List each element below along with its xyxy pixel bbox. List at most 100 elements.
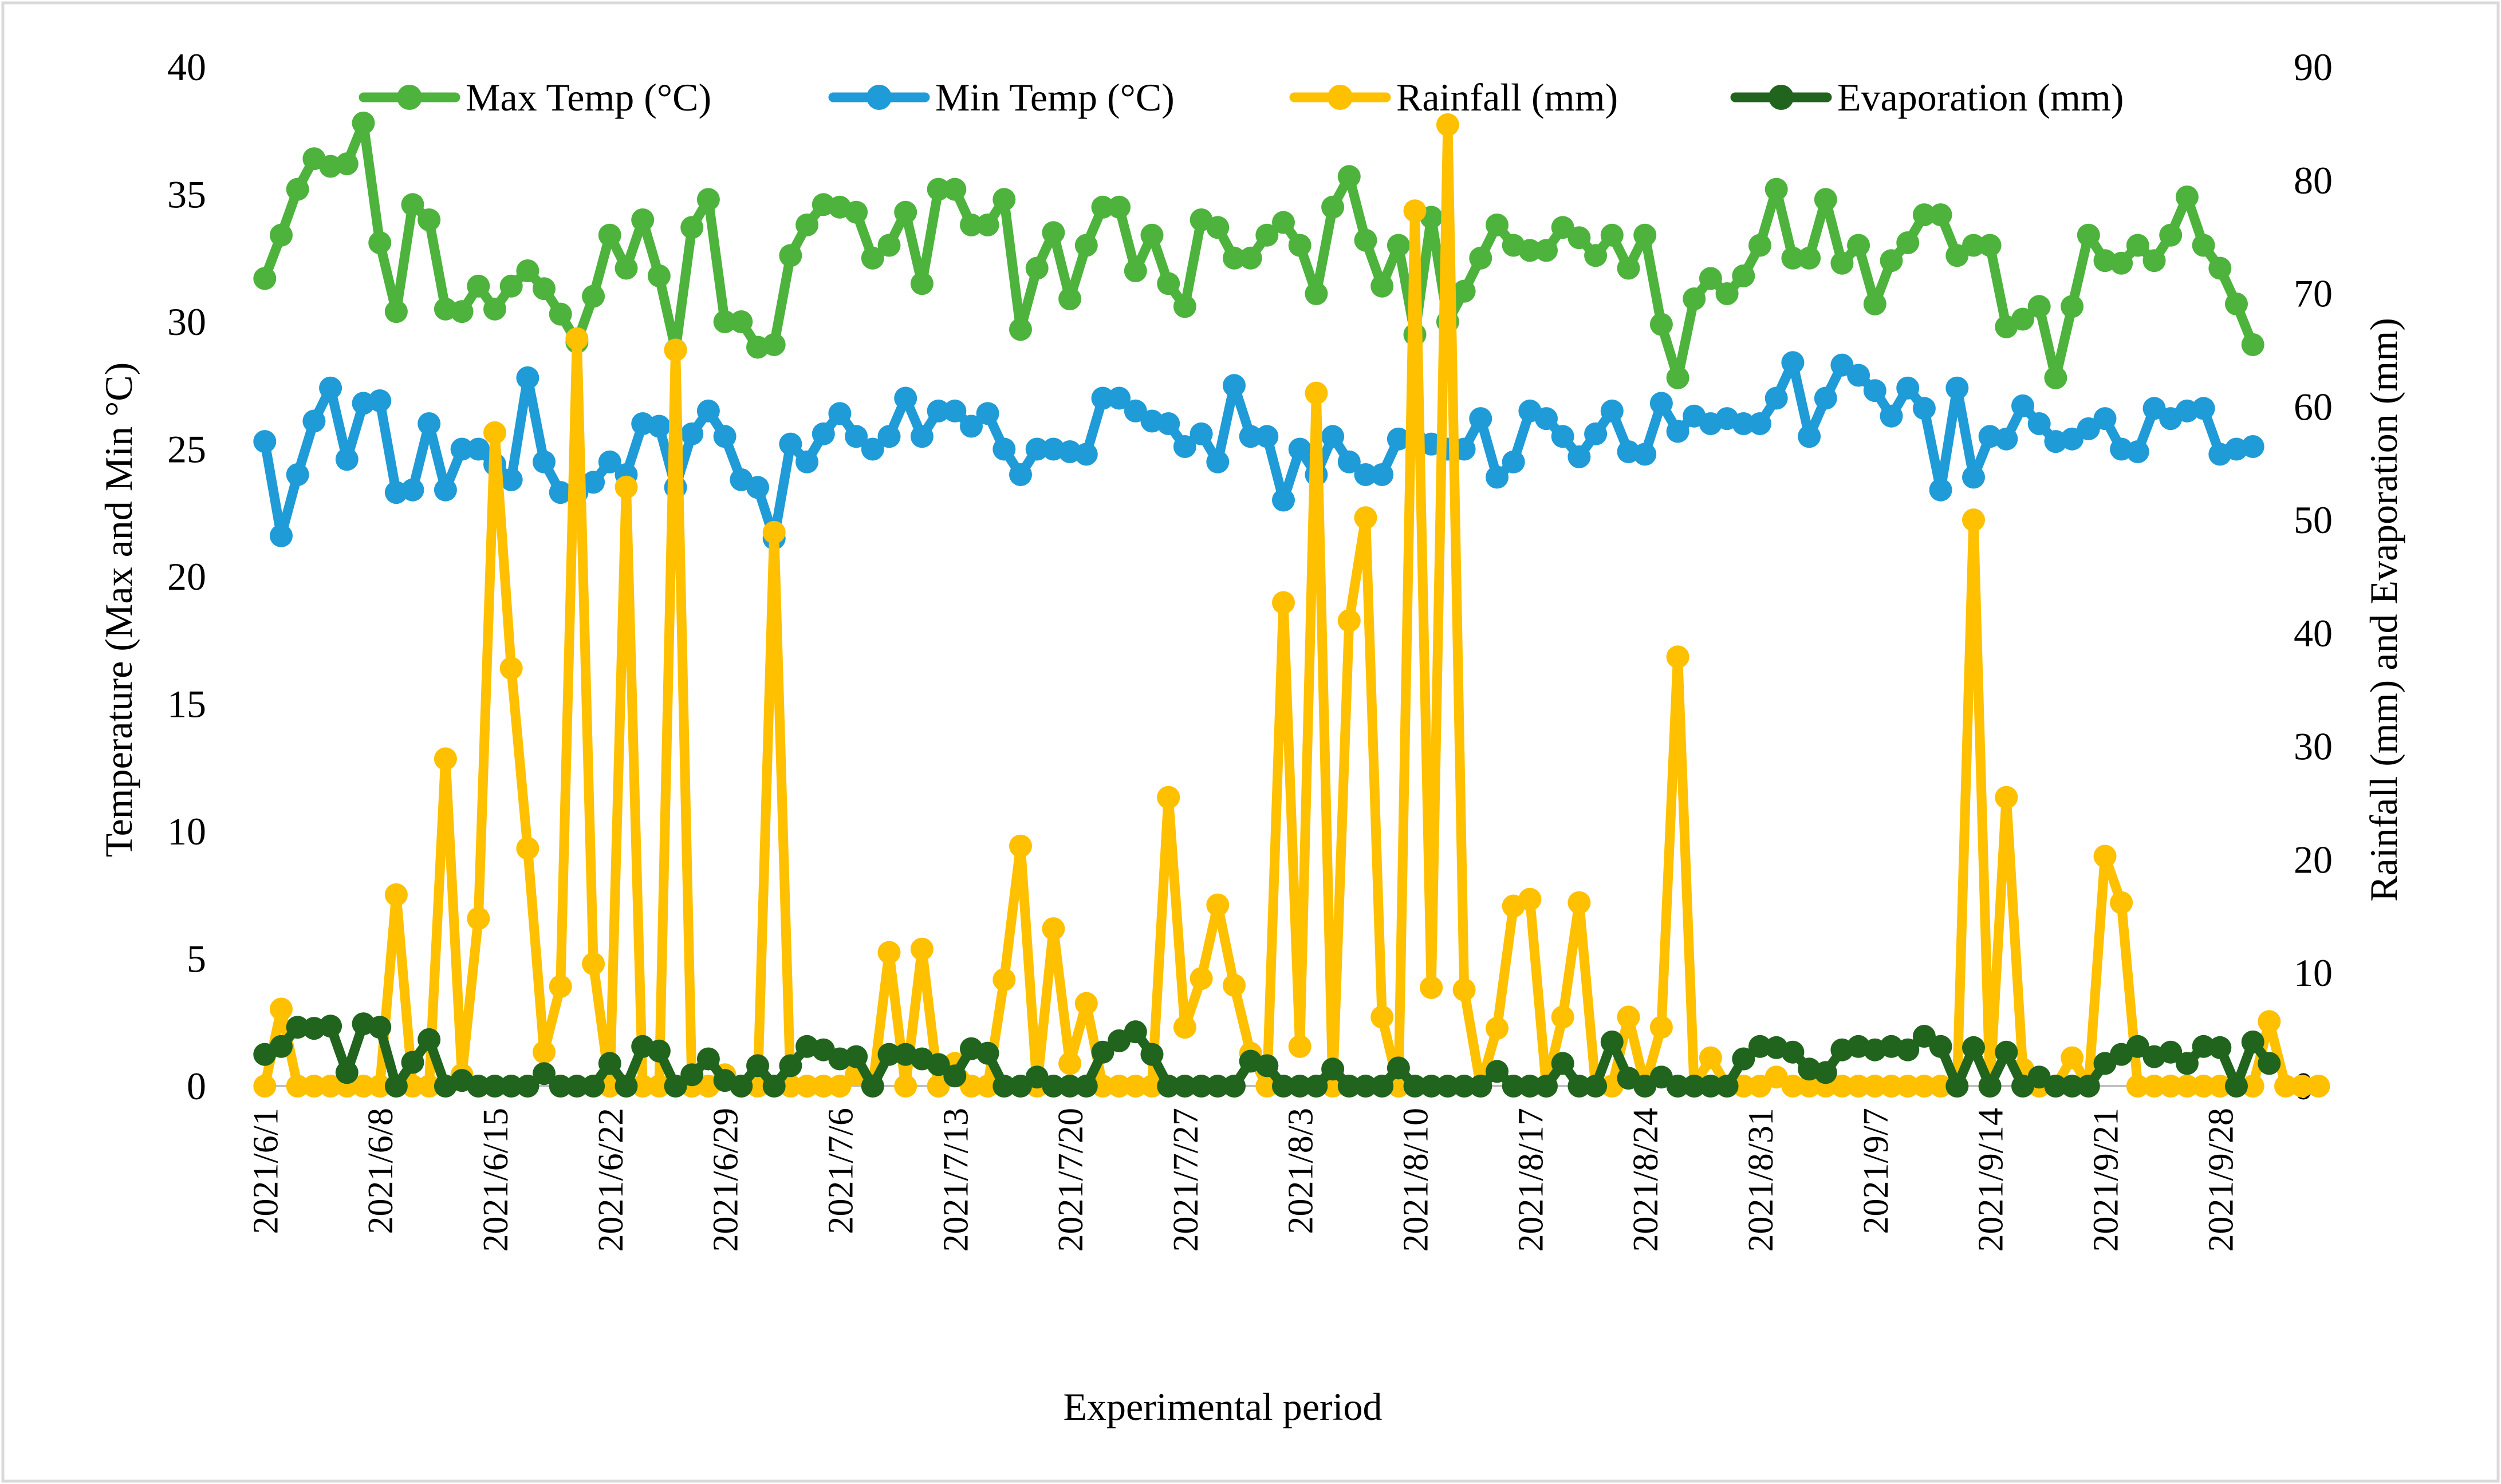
- data-point-evaporation-mm: [664, 1075, 687, 1098]
- data-point-evaporation-mm: [401, 1051, 424, 1074]
- data-point-min-temp-c: [1732, 412, 1755, 435]
- data-point-evaporation-mm: [1584, 1075, 1608, 1098]
- data-point-max-temp-c: [1042, 221, 1065, 244]
- data-point-max-temp-c: [1239, 246, 1262, 270]
- data-point-evaporation-mm: [845, 1045, 868, 1068]
- data-point-max-temp-c: [992, 188, 1016, 211]
- data-point-min-temp-c: [1649, 392, 1673, 415]
- data-point-rainfall-mm: [1305, 381, 1328, 405]
- x-tick-label: 2021/6/8: [361, 1108, 400, 1234]
- data-point-min-temp-c: [1502, 450, 1525, 473]
- y-right-tick-label: 40: [2294, 611, 2333, 655]
- y-right-tick-label: 80: [2294, 159, 2333, 202]
- data-point-evaporation-mm: [1272, 1075, 1295, 1098]
- data-point-min-temp-c: [516, 366, 539, 389]
- data-point-rainfall-mm: [1699, 1046, 1722, 1069]
- data-point-rainfall-mm: [812, 1075, 835, 1098]
- data-point-rainfall-mm: [1452, 978, 1476, 1001]
- data-point-evaporation-mm: [1436, 1075, 1459, 1098]
- legend-item-max-temp-c: Max Temp (°C): [359, 76, 711, 119]
- data-point-min-temp-c: [467, 437, 490, 461]
- data-point-evaporation-mm: [1074, 1075, 1098, 1098]
- x-tick-label: 2021/9/14: [1972, 1108, 2011, 1252]
- data-point-evaporation-mm: [1305, 1075, 1328, 1098]
- data-point-rainfall-mm: [1617, 1005, 1640, 1029]
- data-point-max-temp-c: [713, 310, 736, 333]
- data-point-min-temp-c: [335, 448, 359, 471]
- data-point-rainfall-mm: [1896, 1075, 1920, 1098]
- data-point-min-temp-c: [1124, 399, 1147, 423]
- data-point-min-temp-c: [286, 463, 309, 486]
- data-point-rainfall-mm: [1863, 1075, 1886, 1098]
- data-point-evaporation-mm: [762, 1075, 786, 1098]
- data-point-max-temp-c: [795, 213, 819, 236]
- data-point-evaporation-mm: [2258, 1052, 2281, 1075]
- x-tick-label: 2021/6/22: [592, 1108, 631, 1252]
- data-point-max-temp-c: [1748, 234, 1771, 257]
- data-point-min-temp-c: [713, 425, 736, 448]
- data-point-min-temp-c: [696, 399, 720, 423]
- data-point-rainfall-mm: [1223, 974, 1246, 997]
- data-point-min-temp-c: [401, 478, 424, 502]
- data-point-rainfall-mm: [828, 1075, 852, 1098]
- data-point-rainfall-mm: [910, 937, 934, 961]
- data-point-evaporation-mm: [368, 1016, 392, 1039]
- data-point-max-temp-c: [1288, 234, 1311, 257]
- data-point-max-temp-c: [1765, 177, 1788, 201]
- data-point-evaporation-mm: [1058, 1075, 1082, 1098]
- data-point-rainfall-mm: [631, 1075, 655, 1098]
- y-right-tick-label: 10: [2294, 951, 2333, 994]
- data-point-max-temp-c: [1814, 188, 1837, 211]
- data-point-evaporation-mm: [1124, 1020, 1147, 1044]
- data-point-min-temp-c: [861, 437, 884, 461]
- data-point-rainfall-mm: [2192, 1075, 2215, 1098]
- y-right-tick-label: 50: [2294, 498, 2333, 542]
- data-point-rainfall-mm: [2093, 844, 2117, 868]
- data-point-max-temp-c: [2011, 307, 2034, 331]
- data-point-rainfall-mm: [795, 1075, 819, 1098]
- data-point-rainfall-mm: [1436, 113, 1459, 136]
- data-point-evaporation-mm: [943, 1064, 967, 1088]
- data-point-max-temp-c: [1173, 295, 1196, 318]
- data-point-rainfall-mm: [384, 883, 408, 906]
- y-axis-right-title: Rainfall (mm) and Evaporation (mm): [2362, 318, 2405, 902]
- data-point-max-temp-c: [1715, 282, 1739, 305]
- data-point-rainfall-mm: [2241, 1075, 2264, 1098]
- data-point-max-temp-c: [1830, 251, 1854, 275]
- data-point-max-temp-c: [1091, 195, 1114, 219]
- data-point-max-temp-c: [1584, 244, 1608, 267]
- data-point-max-temp-c: [1978, 234, 2002, 257]
- data-point-min-temp-c: [877, 425, 901, 448]
- legend-label: Rainfall (mm): [1396, 76, 1618, 119]
- data-point-evaporation-mm: [384, 1075, 408, 1098]
- data-point-evaporation-mm: [746, 1054, 769, 1078]
- series-min-temp-c: [253, 351, 2264, 550]
- data-point-rainfall-mm: [2126, 1075, 2149, 1098]
- y-right-tick-label: 30: [2294, 725, 2333, 768]
- x-tick-label: 2021/8/17: [1511, 1108, 1550, 1252]
- data-point-rainfall-mm: [1354, 506, 1377, 530]
- x-tick-label: 2021/6/29: [707, 1108, 746, 1252]
- data-point-evaporation-mm: [1929, 1035, 1952, 1058]
- x-tick-label: 2021/8/10: [1397, 1108, 1436, 1252]
- data-point-max-temp-c: [1206, 216, 1230, 239]
- data-point-rainfall-mm: [1288, 1035, 1311, 1058]
- data-point-max-temp-c: [2061, 295, 2084, 318]
- data-point-max-temp-c: [1108, 195, 1131, 219]
- data-point-min-temp-c: [1469, 407, 1492, 431]
- data-point-rainfall-mm: [1009, 834, 1032, 858]
- data-point-min-temp-c: [1633, 443, 1657, 466]
- data-point-rainfall-mm: [1058, 1052, 1082, 1075]
- data-point-min-temp-c: [1190, 422, 1213, 445]
- data-point-max-temp-c: [779, 244, 802, 267]
- data-point-rainfall-mm: [1140, 1075, 1164, 1098]
- data-point-min-temp-c: [2011, 394, 2034, 417]
- data-point-max-temp-c: [1157, 272, 1180, 295]
- data-point-max-temp-c: [384, 300, 408, 323]
- data-point-evaporation-mm: [1945, 1075, 1969, 1098]
- data-point-max-temp-c: [1732, 264, 1755, 287]
- data-point-max-temp-c: [680, 216, 704, 239]
- data-point-max-temp-c: [598, 223, 621, 247]
- data-point-min-temp-c: [910, 425, 934, 448]
- data-point-max-temp-c: [894, 200, 917, 224]
